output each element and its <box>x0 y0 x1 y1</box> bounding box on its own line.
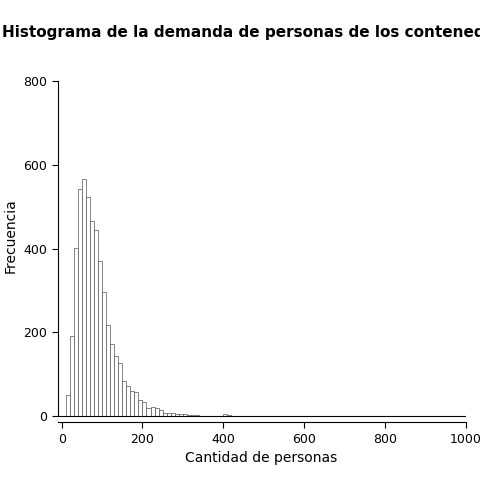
Bar <box>118 363 122 416</box>
Bar <box>86 197 90 416</box>
Bar <box>167 413 171 416</box>
Bar <box>98 261 102 416</box>
Bar <box>94 230 98 416</box>
Bar <box>223 414 227 416</box>
Bar <box>175 414 179 416</box>
Bar <box>70 336 74 416</box>
Bar <box>179 414 183 416</box>
Bar <box>130 391 134 416</box>
Bar <box>138 400 143 416</box>
Bar <box>82 179 86 416</box>
Bar <box>143 402 146 416</box>
Bar <box>134 392 138 416</box>
Bar <box>227 415 231 416</box>
Y-axis label: Frecuencia: Frecuencia <box>4 198 18 273</box>
Bar <box>191 415 195 416</box>
X-axis label: Cantidad de personas: Cantidad de personas <box>185 451 338 466</box>
Bar <box>146 408 151 416</box>
Bar <box>90 221 94 416</box>
Bar <box>183 414 187 416</box>
Bar <box>187 415 191 416</box>
Bar <box>155 408 158 416</box>
Bar <box>106 325 110 416</box>
Bar <box>126 385 130 416</box>
Title: Histograma de la demanda de personas de los contenedores: Histograma de la demanda de personas de … <box>1 25 480 40</box>
Bar <box>78 190 82 416</box>
Bar <box>171 413 175 416</box>
Bar <box>114 356 118 416</box>
Bar <box>163 413 167 416</box>
Bar <box>66 395 70 416</box>
Bar <box>158 410 163 416</box>
Bar <box>110 344 114 416</box>
Bar <box>195 415 199 416</box>
Bar <box>122 381 126 416</box>
Bar <box>102 292 106 416</box>
Bar <box>151 407 155 416</box>
Bar <box>74 248 78 416</box>
